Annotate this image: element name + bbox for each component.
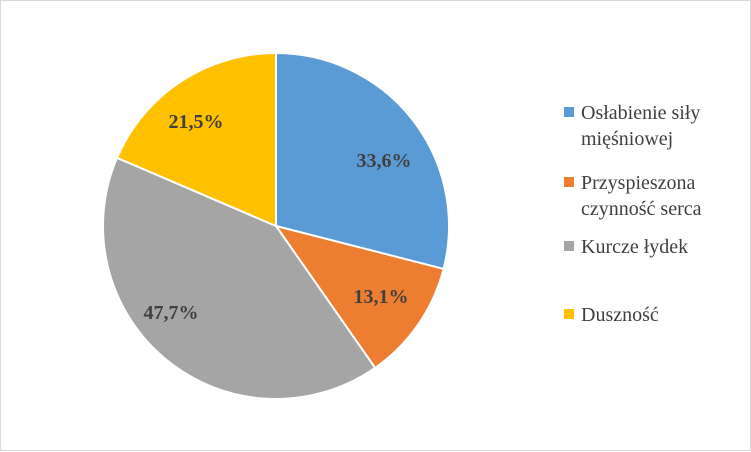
legend-label: Osłabienie siły (581, 102, 700, 124)
legend-item-przyspieszona-czynnosc-serca: Przyspieszona czynność serca (564, 172, 702, 220)
legend-label: Duszność (581, 304, 659, 326)
data-labels: 33,6% 13,1% 47,7% 21,5% (144, 111, 412, 324)
pie-slice-przyspieszona-czynnosc-serca (275, 225, 445, 369)
legend-item-kurcze-lydek: Kurcze łydek (564, 236, 688, 258)
pie-slice-kurcze-lydek (102, 156, 377, 400)
data-label-kurcze-lydek: 47,7% (144, 302, 199, 324)
legend-item-dusznosc: Duszność (564, 304, 659, 326)
legend-swatch (564, 241, 574, 251)
legend-swatch (564, 177, 574, 187)
data-label-oslabienie-sily-miesniowej: 33,6% (357, 150, 412, 172)
pie-slice-dusznosc (116, 52, 277, 227)
legend-swatch (564, 309, 574, 319)
legend-swatch (564, 107, 574, 117)
legend-label: Przyspieszona (581, 172, 696, 194)
data-label-przyspieszona-czynnosc-serca: 13,1% (354, 286, 409, 308)
legend-label: Kurcze łydek (581, 236, 688, 258)
pie-slice-oslabienie-sily-miesniowej (275, 52, 450, 270)
legend-label: mięśniowej (581, 128, 673, 150)
legend-label: czynność serca (581, 198, 702, 220)
data-label-dusznosc: 21,5% (169, 111, 224, 133)
legend: Osłabienie siły mięśniowej Przyspieszona cz… (564, 102, 702, 326)
pie-slices (102, 52, 450, 400)
legend-item-oslabienie-sily-miesniowej: Osłabienie siły mięśniowej (564, 102, 700, 150)
